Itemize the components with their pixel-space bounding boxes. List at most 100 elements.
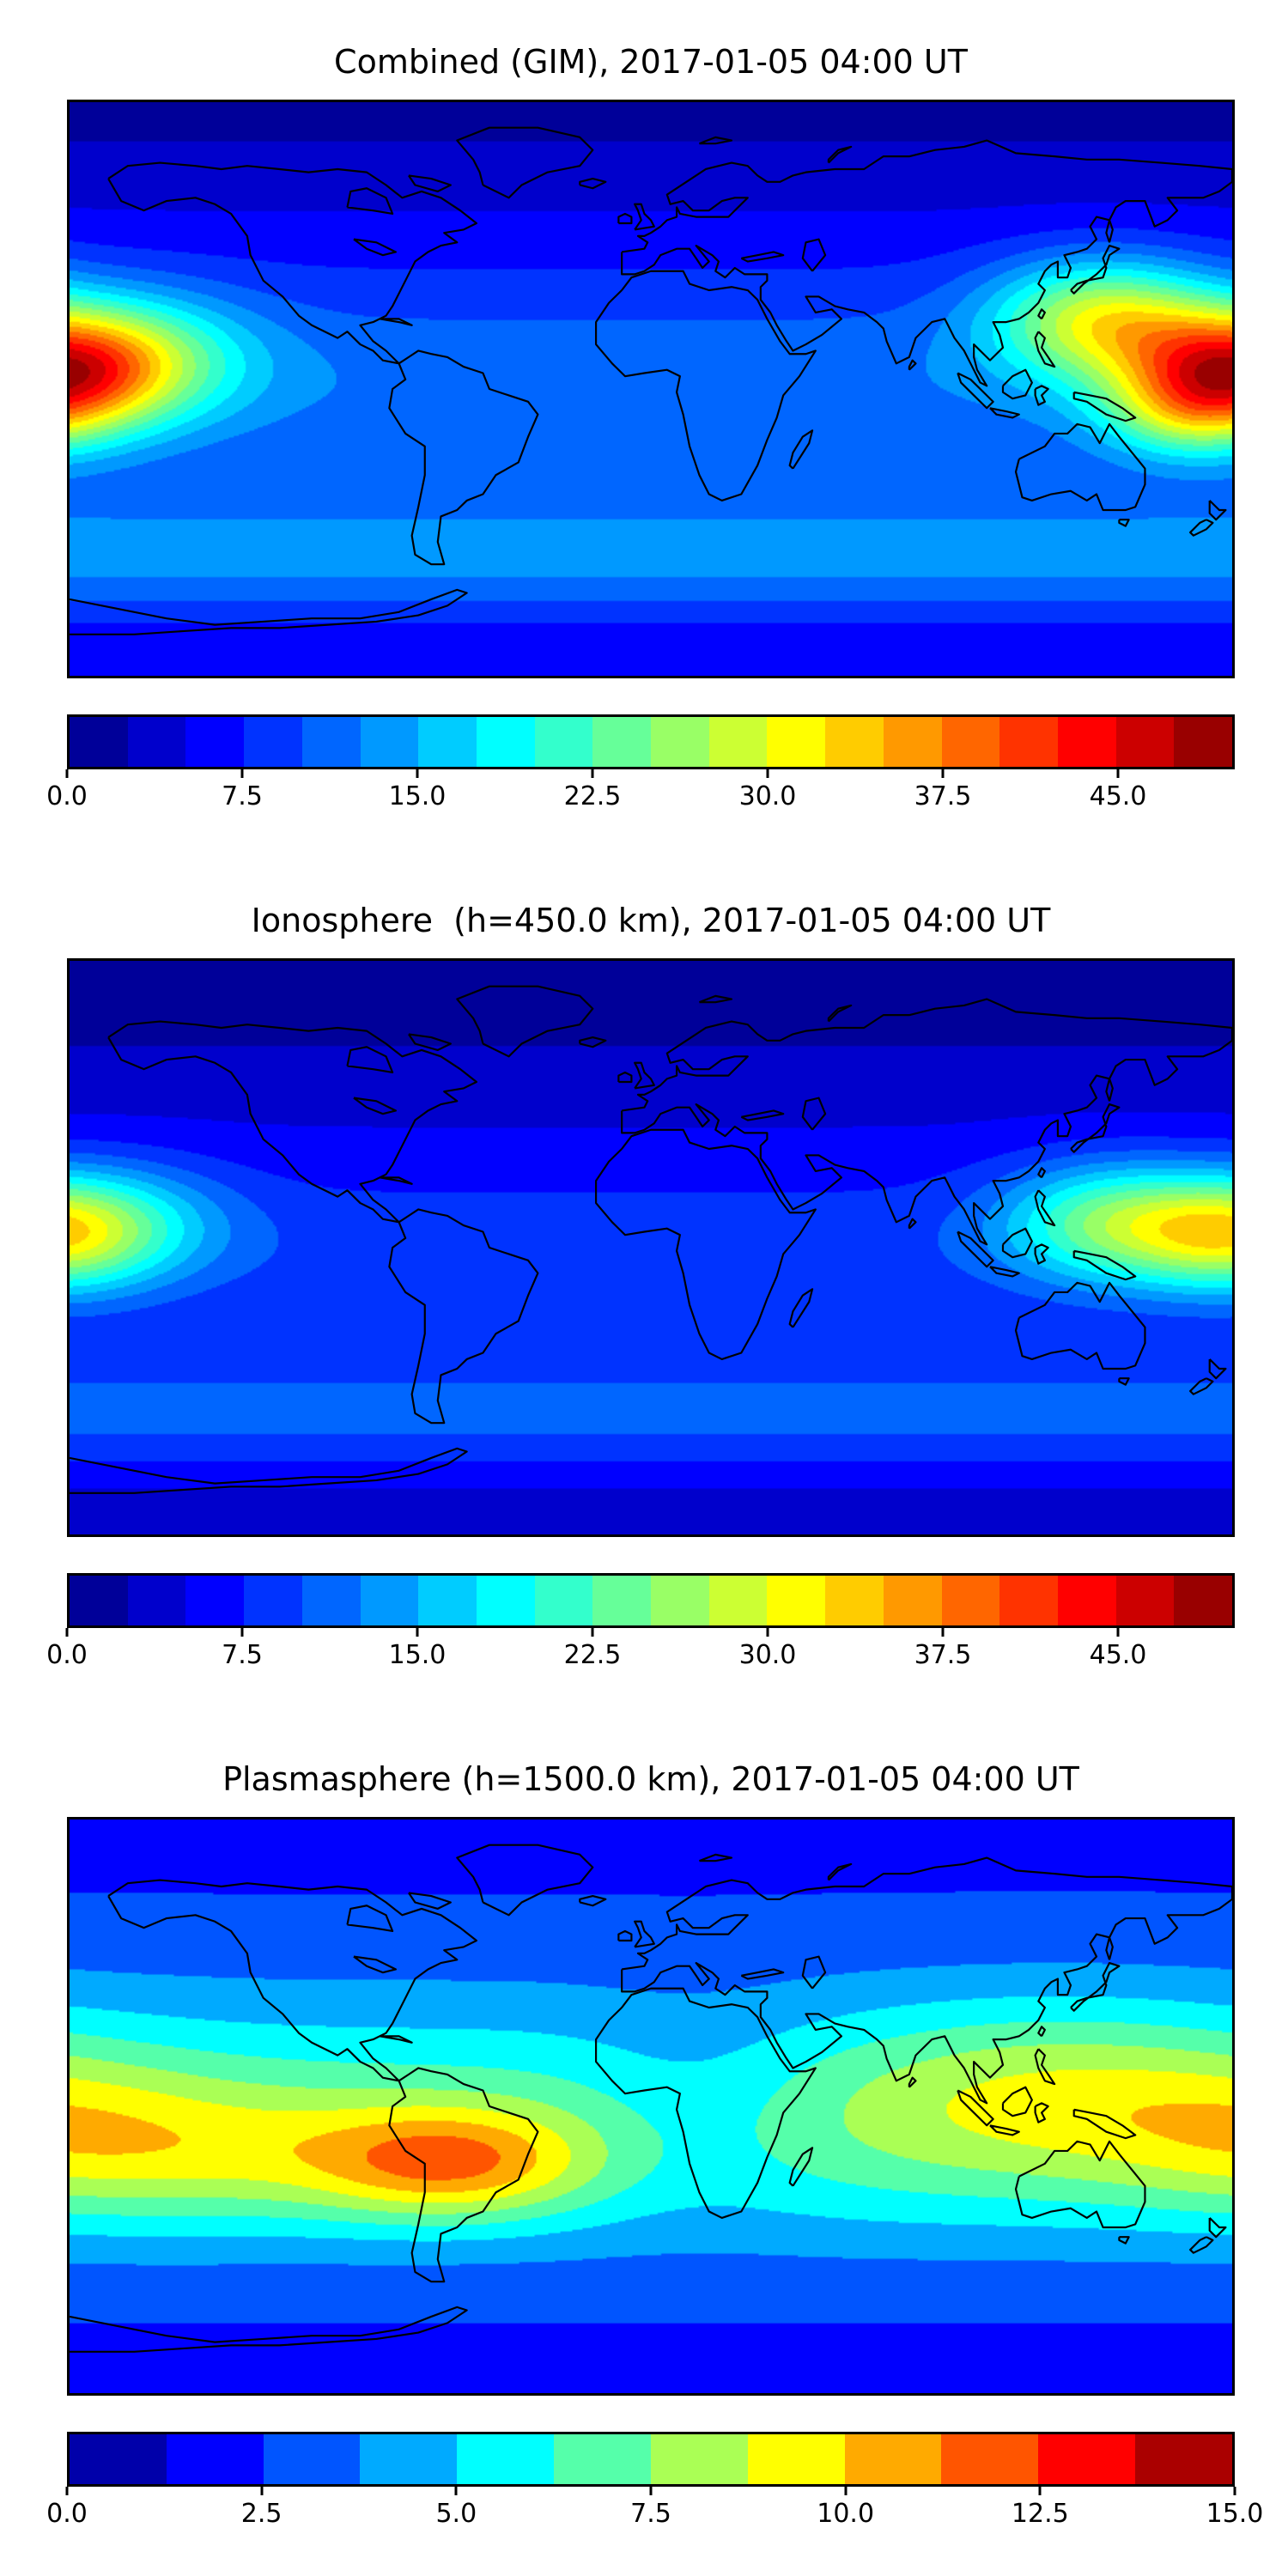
colorbar-segment <box>592 717 652 767</box>
colorbar-tick <box>260 2487 264 2495</box>
panel-combined-gim: Combined (GIM), 2017-01-05 04:00 UT 0.0 7… <box>0 0 1288 859</box>
colorbar-tick-label: 7.5 <box>630 2499 671 2529</box>
colorbar-tick <box>454 2487 458 2495</box>
colorbar-segment <box>360 717 419 767</box>
colorbar-segment <box>127 1576 186 1625</box>
colorbar-tick-label: 2.5 <box>240 2499 283 2529</box>
colorbar-segment <box>651 1576 709 1625</box>
colorbar-segment <box>360 1576 419 1625</box>
panel-ionosphere: Ionosphere (h=450.0 km), 2017-01-05 04:0… <box>0 859 1288 1717</box>
colorbar-ionosphere: 0.0 7.5 15.0 22.5 30.0 37.5 45.0 <box>46 1573 1235 1680</box>
coastlines-overlay <box>70 1844 1232 2353</box>
map-combined <box>67 100 1235 678</box>
colorbar-segment <box>999 1576 1058 1625</box>
colorbar-segment <box>360 2434 458 2484</box>
colorbar-segment <box>476 717 535 767</box>
colorbar-segment <box>127 717 186 767</box>
colorbar-tick <box>240 769 244 778</box>
colorbar-tick-label: 15.0 <box>1206 2499 1264 2529</box>
colorbar-tick-row: 0.0 2.5 5.0 7.5 10.0 12.5 15.0 <box>46 2487 1263 2538</box>
colorbar-plasmasphere: 0.0 2.5 5.0 7.5 10.0 12.5 15.0 <box>46 2432 1263 2538</box>
colorbar-tick <box>65 1628 69 1637</box>
colorbar-tick-label: 45.0 <box>1089 1640 1147 1670</box>
colorbar-segment <box>747 2434 845 2484</box>
colorbar-combined: 0.0 7.5 15.0 22.5 30.0 37.5 45.0 <box>46 714 1235 821</box>
colorbar-gradient <box>67 1573 1235 1628</box>
panel-title-ionosphere: Ionosphere (h=450.0 km), 2017-01-05 04:0… <box>251 902 1051 939</box>
colorbar-segment <box>70 2434 167 2484</box>
colorbar-segment <box>301 1576 361 1625</box>
colorbar-tick <box>766 769 769 778</box>
colorbar-segment <box>457 2434 555 2484</box>
colorbar-tick-label: 0.0 <box>46 2499 88 2529</box>
colorbar-tick-row: 0.0 7.5 15.0 22.5 30.0 37.5 45.0 <box>46 1628 1235 1680</box>
colorbar-segment <box>185 1576 245 1625</box>
colorbar-tick <box>941 1628 945 1637</box>
colorbar-tick-label: 37.5 <box>914 1640 972 1670</box>
colorbar-gradient <box>67 2432 1235 2487</box>
colorbar-segment <box>1115 717 1175 767</box>
colorbar-tick-label: 22.5 <box>563 1640 622 1670</box>
colorbar-segment <box>263 2434 361 2484</box>
colorbar-tick <box>1116 1628 1120 1637</box>
colorbar-tick-label: 37.5 <box>914 781 972 811</box>
colorbar-segment <box>1174 1576 1233 1625</box>
colorbar-segment <box>476 1576 535 1625</box>
colorbar-tick-label: 7.5 <box>222 1640 263 1670</box>
colorbar-tick <box>844 2487 848 2495</box>
colorbar-tick-label: 22.5 <box>563 781 622 811</box>
tec-field-canvas <box>70 102 1232 676</box>
panel-plasmasphere: Plasmasphere (h=1500.0 km), 2017-01-05 0… <box>0 1717 1288 2576</box>
colorbar-tick-row: 0.0 7.5 15.0 22.5 30.0 37.5 45.0 <box>46 769 1235 821</box>
colorbar-segment <box>185 717 245 767</box>
map-ionosphere <box>67 958 1235 1537</box>
colorbar-segment <box>999 717 1058 767</box>
colorbar-tick <box>1233 2487 1236 2495</box>
colorbar-segment <box>592 1576 652 1625</box>
colorbar-tick <box>591 1628 594 1637</box>
colorbar-segment <box>244 1576 302 1625</box>
coastline-path <box>70 1844 1232 2353</box>
colorbar-tick-label: 30.0 <box>738 1640 797 1670</box>
colorbar-segment <box>883 1576 942 1625</box>
colorbar-tick-label: 45.0 <box>1089 781 1147 811</box>
colorbar-tick <box>65 769 69 778</box>
coastlines-overlay <box>70 985 1232 1494</box>
coastline-path <box>70 126 1232 635</box>
panel-title-combined: Combined (GIM), 2017-01-05 04:00 UT <box>334 43 968 81</box>
colorbar-tick-label: 30.0 <box>738 781 797 811</box>
colorbar-segment <box>534 717 593 767</box>
colorbar-tick <box>941 769 945 778</box>
colorbar-tick <box>1116 769 1120 778</box>
colorbar-segment <box>941 717 1000 767</box>
colorbar-segment <box>301 717 361 767</box>
colorbar-tick-label: 10.0 <box>817 2499 875 2529</box>
colorbar-segment <box>418 1576 477 1625</box>
colorbar-segment <box>418 717 477 767</box>
coastlines-overlay <box>70 126 1232 635</box>
colorbar-segment <box>1038 2434 1136 2484</box>
colorbar-segment <box>70 1576 128 1625</box>
colorbar-gradient <box>67 714 1235 769</box>
colorbar-segment <box>708 1576 768 1625</box>
colorbar-tick <box>65 2487 69 2495</box>
colorbar-tick <box>416 1628 419 1637</box>
colorbar-tick <box>416 769 419 778</box>
colorbar-segment <box>941 2434 1039 2484</box>
colorbar-segment <box>651 717 709 767</box>
colorbar-segment <box>70 717 128 767</box>
colorbar-segment <box>1135 2434 1232 2484</box>
colorbar-segment <box>708 717 768 767</box>
colorbar-tick <box>766 1628 769 1637</box>
colorbar-segment <box>1115 1576 1175 1625</box>
colorbar-segment <box>650 2434 748 2484</box>
colorbar-tick <box>240 1628 244 1637</box>
colorbar-segment <box>554 2434 651 2484</box>
colorbar-segment <box>767 1576 826 1625</box>
colorbar-segment <box>1174 717 1233 767</box>
colorbar-segment <box>244 717 302 767</box>
colorbar-segment <box>825 1576 884 1625</box>
colorbar-segment <box>534 1576 593 1625</box>
map-plasmasphere <box>67 1817 1235 2396</box>
panel-title-plasmasphere: Plasmasphere (h=1500.0 km), 2017-01-05 0… <box>222 1760 1079 1798</box>
